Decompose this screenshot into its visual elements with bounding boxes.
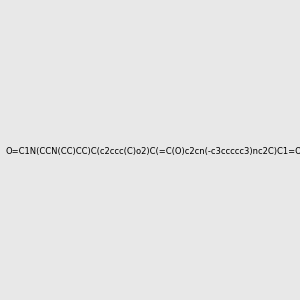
Text: O=C1N(CCN(CC)CC)C(c2ccc(C)o2)C(=C(O)c2cn(-c3ccccc3)nc2C)C1=O: O=C1N(CCN(CC)CC)C(c2ccc(C)o2)C(=C(O)c2cn… (5, 147, 300, 156)
